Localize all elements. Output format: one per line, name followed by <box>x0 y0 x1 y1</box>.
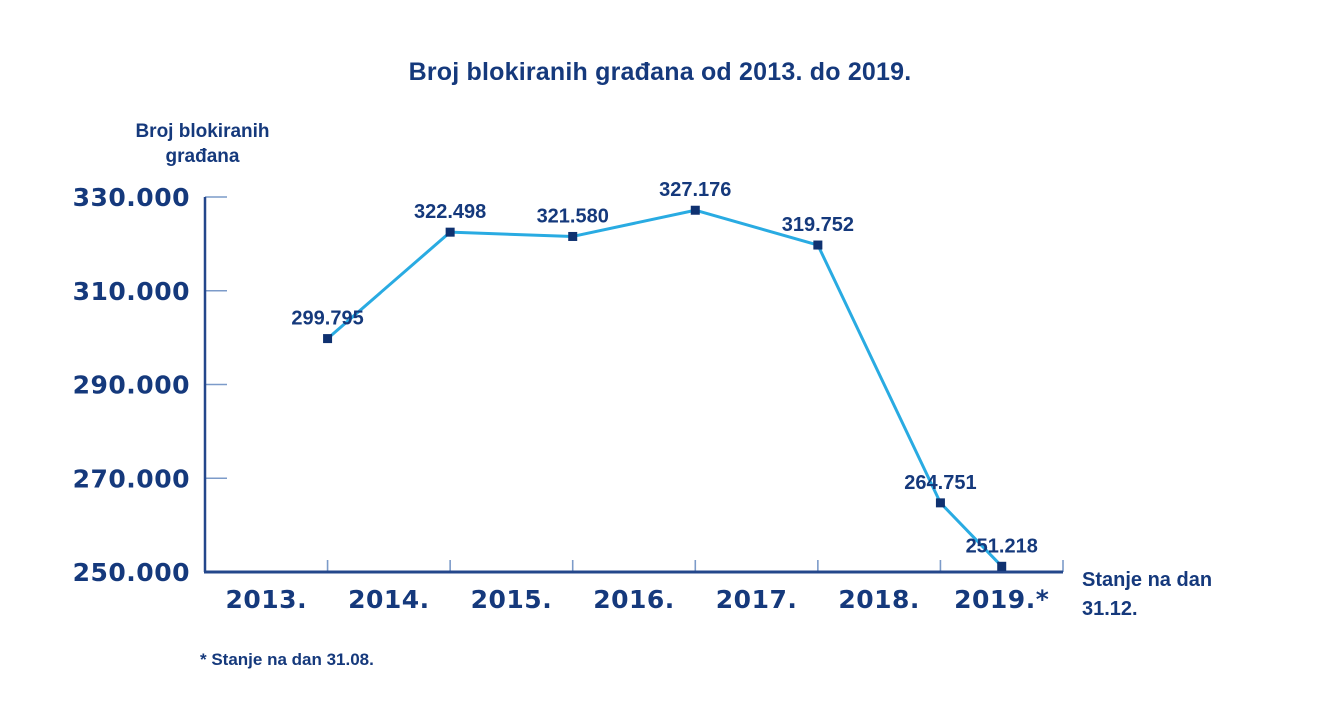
data-point-marker <box>568 231 578 241</box>
y-tick-label: 270.000 <box>73 464 190 493</box>
data-point-marker <box>813 240 823 250</box>
y-tick-label: 330.000 <box>73 183 190 212</box>
x-tick-label: 2017. <box>716 585 798 614</box>
data-point-label: 319.752 <box>782 214 854 236</box>
x-tick-label: 2018. <box>838 585 920 614</box>
data-line <box>326 208 1003 568</box>
data-point-marker <box>935 498 945 508</box>
x-axis-side-label: Stanje na dan 31.12. <box>1082 566 1212 624</box>
y-axis-title-line1: Broj blokiranih <box>135 121 270 142</box>
data-point-marker <box>997 561 1007 571</box>
data-point-marker <box>323 334 333 344</box>
chart-title: Broj blokiranih građana od 2013. do 2019… <box>408 58 912 86</box>
y-tick-label: 290.000 <box>73 371 190 400</box>
x-tick-label: 2015. <box>471 585 553 614</box>
footnote: * Stanje na dan 31.08. <box>200 650 374 669</box>
y-tick-label: 250.000 <box>73 558 190 587</box>
data-point-label: 321.580 <box>537 205 609 227</box>
data-point-label: 322.498 <box>414 201 486 223</box>
x-tick-label: 2014. <box>348 585 430 614</box>
y-axis-title-line2: građana <box>165 146 240 167</box>
data-point-marker <box>445 227 455 237</box>
data-point-label: 299.795 <box>291 308 363 330</box>
data-point-label: 264.751 <box>904 472 976 494</box>
data-point-label: 327.176 <box>659 179 731 201</box>
x-tick-label: 2013. <box>225 585 307 614</box>
x-axis-side-label-line2: 31.12. <box>1082 598 1138 620</box>
x-tick-label: 2019.* <box>954 585 1049 614</box>
y-tick-label: 310.000 <box>73 277 190 306</box>
data-point-marker <box>690 205 700 215</box>
data-point-label: 251.218 <box>966 535 1038 557</box>
x-tick-label: 2016. <box>593 585 675 614</box>
x-axis-side-label-line1: Stanje na dan <box>1082 569 1213 591</box>
y-axis-title: Broj blokiranih građana <box>100 119 305 169</box>
